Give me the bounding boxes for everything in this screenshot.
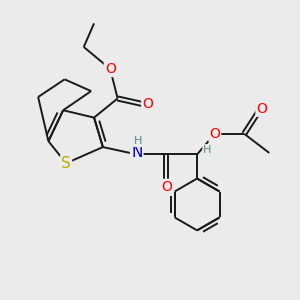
Text: N: N <box>131 146 142 160</box>
Text: O: O <box>209 127 220 141</box>
Text: O: O <box>105 62 116 76</box>
Text: O: O <box>161 180 172 194</box>
Text: H: H <box>203 145 212 155</box>
Text: H: H <box>134 136 142 146</box>
Text: S: S <box>61 156 71 171</box>
Text: O: O <box>142 98 153 111</box>
Text: O: O <box>256 102 267 116</box>
